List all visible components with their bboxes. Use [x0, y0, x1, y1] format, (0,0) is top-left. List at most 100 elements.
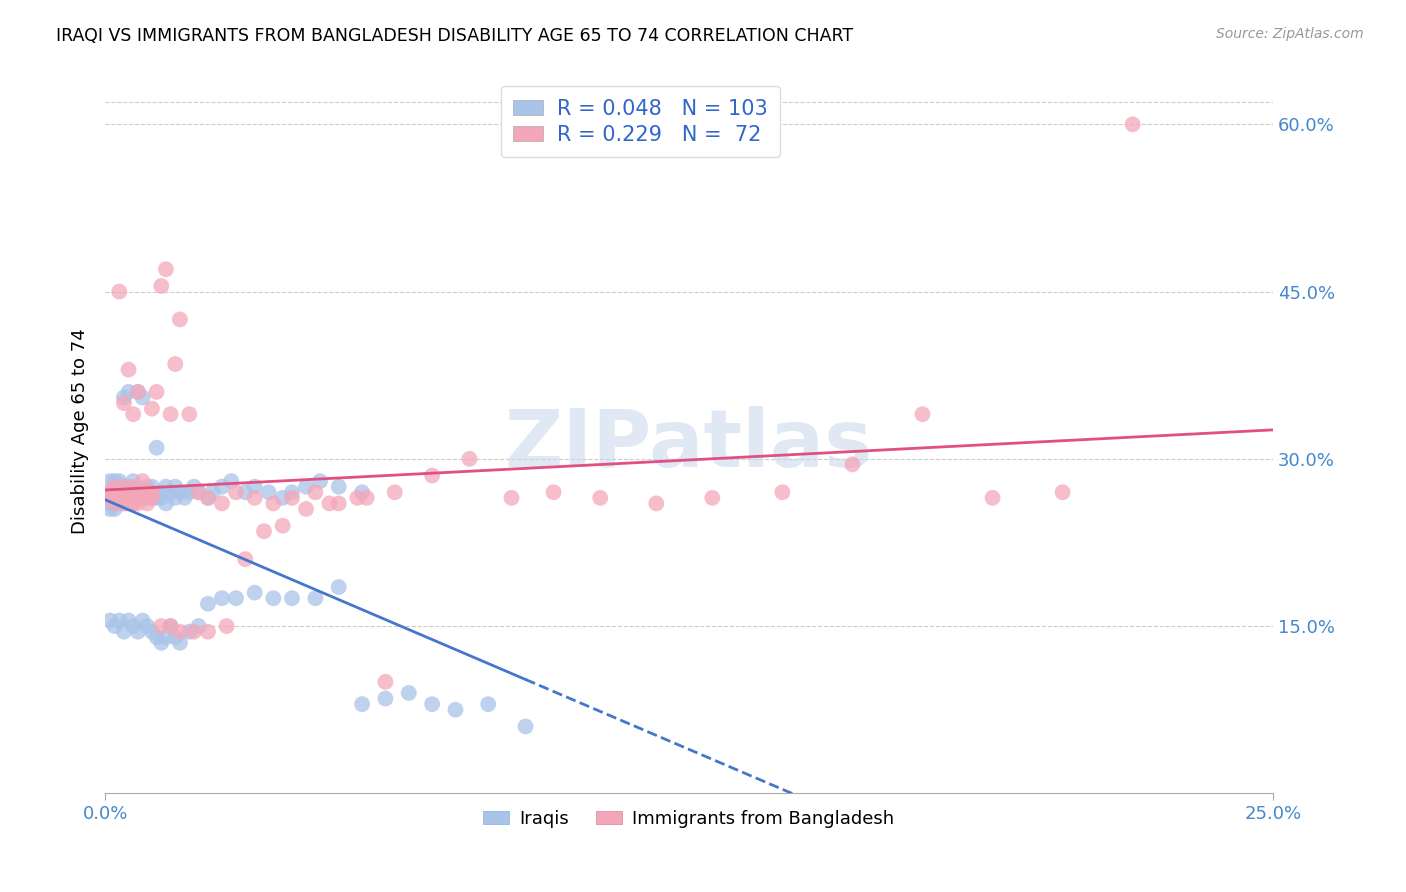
Point — [243, 491, 266, 505]
Point — [243, 585, 266, 599]
Point — [420, 468, 443, 483]
Point — [271, 518, 294, 533]
Point — [112, 496, 135, 510]
Point — [159, 619, 181, 633]
Point — [183, 480, 205, 494]
Point — [131, 491, 153, 505]
Point — [112, 480, 135, 494]
Point — [103, 485, 125, 500]
Point — [328, 580, 350, 594]
Point — [197, 624, 219, 639]
Point — [155, 630, 177, 644]
Point — [122, 474, 145, 488]
Point — [98, 614, 121, 628]
Point — [169, 636, 191, 650]
Point — [117, 362, 139, 376]
Point — [215, 619, 238, 633]
Point — [112, 396, 135, 410]
Point — [233, 485, 256, 500]
Point — [136, 496, 159, 510]
Point — [141, 485, 163, 500]
Point — [98, 496, 121, 510]
Point — [108, 491, 131, 505]
Point — [179, 485, 201, 500]
Point — [398, 686, 420, 700]
Point — [131, 614, 153, 628]
Point — [243, 480, 266, 494]
Point — [103, 496, 125, 510]
Point — [103, 480, 125, 494]
Point — [295, 480, 318, 494]
Point — [98, 491, 121, 505]
Point — [420, 697, 443, 711]
Point — [131, 491, 153, 505]
Point — [150, 619, 173, 633]
Point — [131, 391, 153, 405]
Point — [589, 491, 612, 505]
Point — [122, 407, 145, 421]
Point — [211, 496, 233, 510]
Point — [262, 496, 284, 510]
Point — [173, 491, 195, 505]
Point — [98, 491, 121, 505]
Point — [112, 391, 135, 405]
Y-axis label: Disability Age 65 to 74: Disability Age 65 to 74 — [72, 328, 89, 533]
Point — [384, 485, 406, 500]
Point — [1052, 485, 1074, 500]
Point — [112, 496, 135, 510]
Point — [281, 485, 304, 500]
Point — [1122, 117, 1144, 131]
Point — [150, 636, 173, 650]
Point — [770, 485, 793, 500]
Point — [515, 719, 537, 733]
Point — [304, 485, 326, 500]
Point — [108, 614, 131, 628]
Point — [141, 401, 163, 416]
Point — [281, 491, 304, 505]
Point — [127, 384, 149, 399]
Point — [197, 491, 219, 505]
Point — [225, 591, 247, 606]
Point — [179, 624, 201, 639]
Point — [257, 485, 280, 500]
Point — [141, 480, 163, 494]
Point — [122, 491, 145, 505]
Point — [108, 485, 131, 500]
Point — [136, 485, 159, 500]
Point — [211, 480, 233, 494]
Point — [187, 485, 209, 500]
Point — [103, 491, 125, 505]
Point — [352, 485, 374, 500]
Point — [356, 491, 378, 505]
Point — [136, 480, 159, 494]
Point — [183, 624, 205, 639]
Point — [122, 496, 145, 510]
Point — [201, 485, 224, 500]
Point — [112, 491, 135, 505]
Point — [136, 485, 159, 500]
Point — [145, 630, 167, 644]
Point — [159, 619, 181, 633]
Point — [155, 496, 177, 510]
Point — [165, 630, 187, 644]
Point — [271, 491, 294, 505]
Point — [131, 485, 153, 500]
Point — [197, 597, 219, 611]
Point — [159, 407, 181, 421]
Point — [127, 485, 149, 500]
Point — [108, 474, 131, 488]
Text: IRAQI VS IMMIGRANTS FROM BANGLADESH DISABILITY AGE 65 TO 74 CORRELATION CHART: IRAQI VS IMMIGRANTS FROM BANGLADESH DISA… — [56, 27, 853, 45]
Point — [108, 496, 131, 510]
Point — [645, 496, 668, 510]
Point — [141, 491, 163, 505]
Point — [108, 285, 131, 299]
Point — [281, 591, 304, 606]
Point — [150, 491, 173, 505]
Point — [352, 697, 374, 711]
Point — [98, 474, 121, 488]
Point — [103, 496, 125, 510]
Point — [103, 474, 125, 488]
Point — [197, 491, 219, 505]
Point — [328, 496, 350, 510]
Point — [127, 491, 149, 505]
